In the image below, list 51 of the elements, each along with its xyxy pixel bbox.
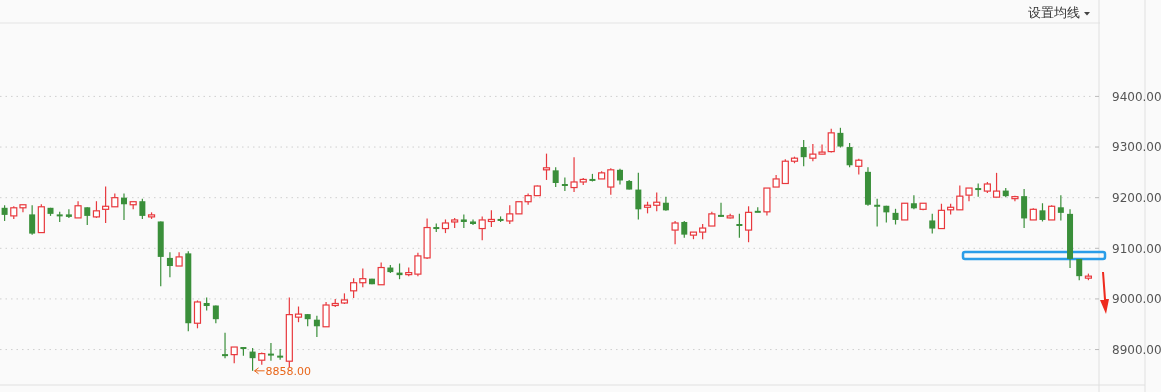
candlestick — [561, 176, 568, 192]
candlestick — [827, 128, 835, 154]
candlestick — [570, 156, 578, 193]
y-tick-label: 9200.00 — [1112, 190, 1161, 205]
candlestick — [542, 153, 551, 181]
candlestick — [874, 198, 881, 228]
candlestick — [350, 277, 358, 299]
candlestick — [1057, 194, 1064, 222]
candlestick — [635, 172, 642, 221]
candlestick — [744, 205, 753, 243]
candlestick — [313, 315, 320, 338]
candlestick — [506, 204, 514, 225]
candlestick — [992, 172, 1001, 198]
candlestick — [139, 198, 146, 220]
candlestick — [65, 208, 72, 219]
y-tick-label: 8900.00 — [1112, 342, 1161, 357]
candlestick — [956, 184, 964, 211]
candlestick — [846, 142, 853, 168]
candlestick — [193, 299, 202, 329]
candlestick — [377, 261, 385, 286]
text: 设置均线 — [1028, 5, 1080, 20]
candlestick — [653, 192, 661, 212]
candlestick — [552, 166, 559, 188]
candlestick — [929, 213, 936, 235]
candlestick — [837, 127, 844, 149]
candlestick — [937, 203, 946, 230]
annotation: 8858.00 — [265, 364, 312, 378]
y-tick-label: 9400.00 — [1112, 89, 1161, 104]
y-tick-label: 9100.00 — [1112, 241, 1161, 256]
candlestick — [910, 194, 917, 210]
candlestick — [166, 251, 173, 278]
candlestick — [1021, 188, 1028, 229]
candlestick — [29, 204, 36, 236]
candlestick — [222, 332, 229, 359]
y-tick-label: 9300.00 — [1112, 140, 1161, 155]
candlestick — [102, 185, 110, 224]
candlestick — [671, 220, 679, 245]
candlestick — [718, 202, 725, 218]
candlestick — [800, 139, 807, 167]
candlestick — [249, 347, 256, 372]
candlestick — [478, 215, 486, 241]
candlestick — [607, 167, 615, 196]
candlestick — [1039, 202, 1046, 223]
candlestick — [121, 193, 127, 221]
candlestick — [359, 267, 367, 288]
candlestick — [781, 158, 789, 185]
candlestick — [736, 213, 743, 239]
candlestick — [267, 342, 274, 362]
candlestick — [322, 301, 330, 328]
candlestick — [277, 348, 284, 361]
y-tick-label: 9000.00 — [1112, 292, 1161, 307]
